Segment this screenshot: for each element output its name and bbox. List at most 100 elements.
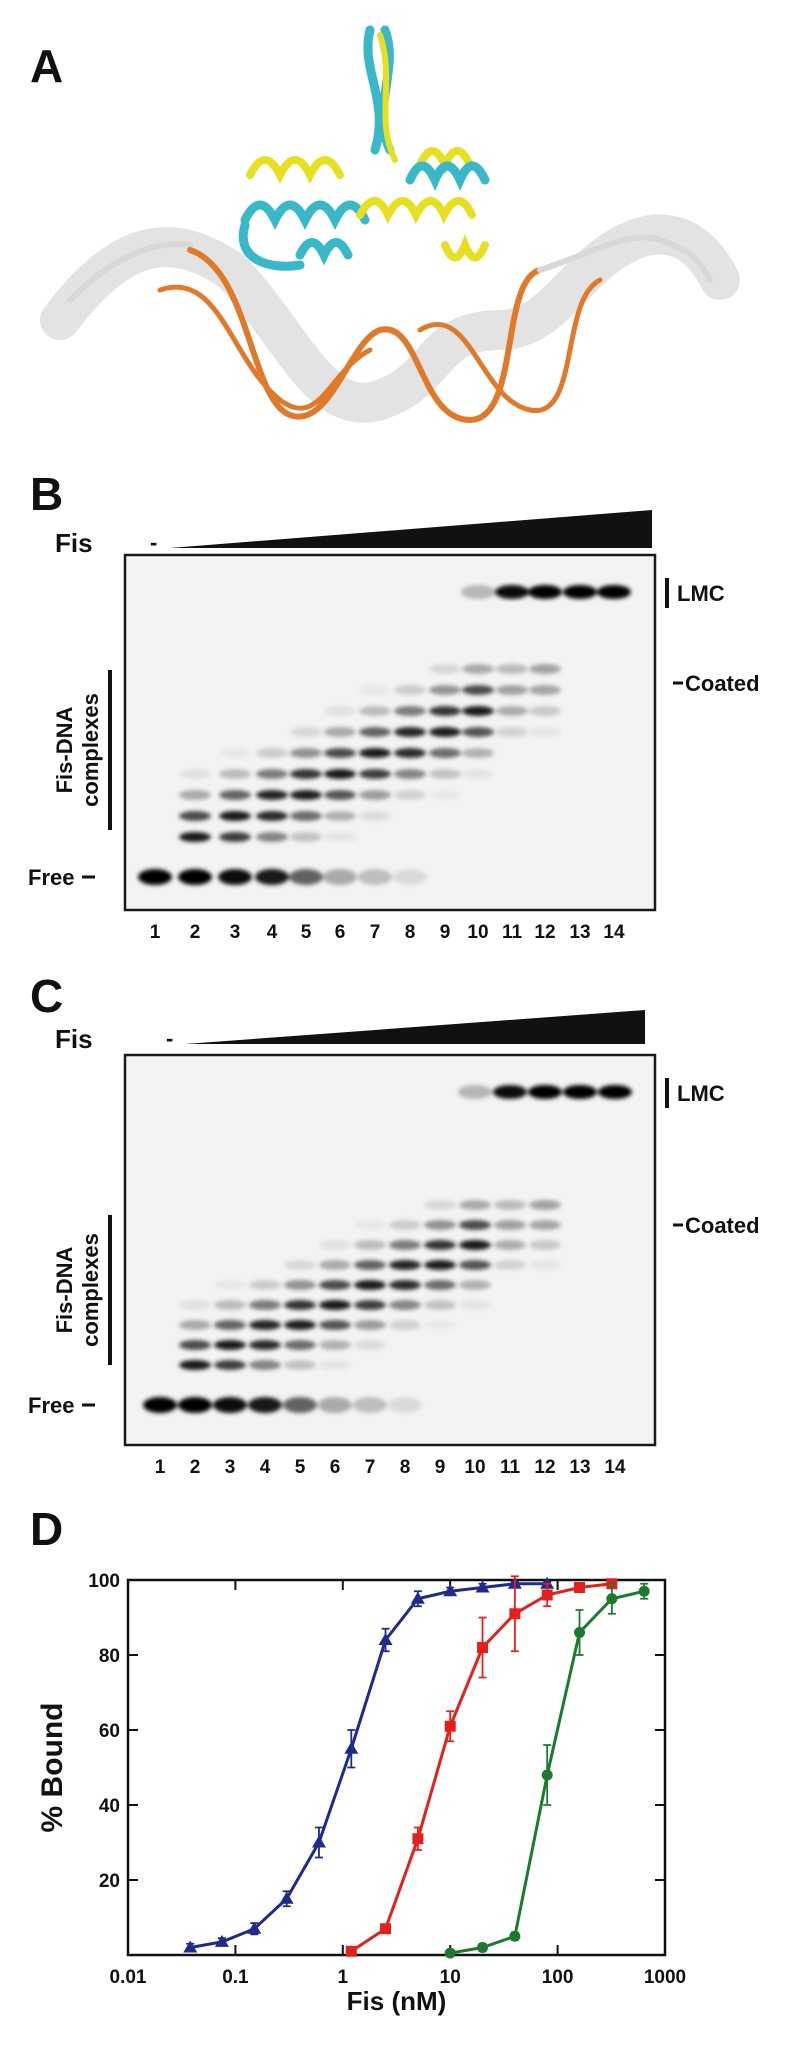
band [458, 1085, 492, 1099]
lane-number: 13 [569, 1457, 590, 1478]
lane-number: 6 [335, 922, 346, 943]
band [219, 790, 251, 800]
band [529, 1220, 561, 1230]
lane-number: 10 [464, 1457, 485, 1478]
band [256, 832, 288, 842]
marker [410, 1591, 425, 1604]
x-axis-label: Fis (nM) [347, 1986, 447, 2016]
band [461, 585, 495, 599]
band [389, 1300, 421, 1310]
panel-label: C [30, 970, 63, 1022]
band [353, 1397, 387, 1413]
band [354, 1280, 386, 1290]
dna-backbone [157, 284, 373, 411]
lane-number: 2 [190, 922, 201, 943]
marker [183, 1940, 198, 1953]
lane-number: 1 [150, 922, 161, 943]
band [248, 1397, 282, 1413]
band [318, 1397, 352, 1413]
band [324, 706, 356, 716]
band [249, 1340, 281, 1350]
band [256, 748, 288, 758]
band [324, 811, 356, 821]
band [324, 832, 356, 842]
band [319, 1320, 351, 1330]
band [179, 1300, 211, 1310]
band [290, 811, 322, 821]
band [359, 685, 391, 695]
band [424, 1320, 456, 1330]
bands [138, 585, 631, 885]
band [429, 769, 461, 779]
band [389, 1280, 421, 1290]
protein-helix [356, 197, 489, 262]
band [462, 685, 494, 695]
band [214, 1320, 246, 1330]
band [359, 790, 391, 800]
marker [279, 1891, 294, 1904]
band [359, 811, 391, 821]
band [429, 790, 461, 800]
band [462, 664, 494, 674]
marker [509, 1608, 521, 1620]
complexes-label: complexes [78, 1233, 103, 1347]
band [494, 1260, 526, 1270]
band [388, 1397, 422, 1413]
band [179, 832, 211, 842]
band [179, 1320, 211, 1330]
band [394, 769, 426, 779]
lane-number: 6 [330, 1457, 341, 1478]
y-tick-label: 40 [99, 1796, 120, 1817]
band [424, 1300, 456, 1310]
marker [477, 1942, 489, 1953]
marker [214, 1934, 229, 1947]
band [358, 869, 392, 885]
band [319, 1360, 351, 1370]
structure [40, 25, 740, 424]
lane-number: 11 [502, 922, 523, 943]
band [528, 1085, 562, 1099]
band [178, 1397, 212, 1413]
band [319, 1260, 351, 1270]
band [290, 832, 322, 842]
band [424, 1220, 456, 1230]
marker [311, 1835, 326, 1848]
lane-number: 14 [603, 922, 625, 943]
panel-label: A [30, 40, 63, 92]
lane-number: 1 [155, 1457, 166, 1478]
marker [475, 1580, 490, 1593]
marker [444, 1947, 456, 1959]
band [354, 1320, 386, 1330]
band [354, 1300, 386, 1310]
complexes-label: Fis-DNA [52, 707, 77, 794]
band [459, 1240, 491, 1250]
band [214, 1280, 246, 1290]
marker [540, 1576, 555, 1589]
band [319, 1300, 351, 1310]
series-line [190, 1582, 548, 1949]
marker [345, 1945, 357, 1957]
band [290, 769, 322, 779]
band [424, 1240, 456, 1250]
free-label: Free [28, 1393, 74, 1418]
series-line [350, 1582, 613, 1953]
band [494, 1240, 526, 1250]
marker [574, 1582, 586, 1593]
band [249, 1300, 281, 1310]
band [256, 769, 288, 779]
lmc-label: LMC [677, 581, 725, 606]
band [429, 727, 461, 737]
marker [444, 1720, 456, 1732]
x-tick-label: 1000 [644, 1967, 686, 1988]
band [219, 811, 251, 821]
band [424, 1200, 456, 1210]
band [528, 585, 562, 599]
lane-number: 9 [440, 922, 451, 943]
band [290, 790, 322, 800]
lane-number: 14 [604, 1457, 626, 1478]
marker [412, 1833, 424, 1845]
band [290, 727, 322, 737]
band [359, 727, 391, 737]
band [255, 869, 289, 885]
